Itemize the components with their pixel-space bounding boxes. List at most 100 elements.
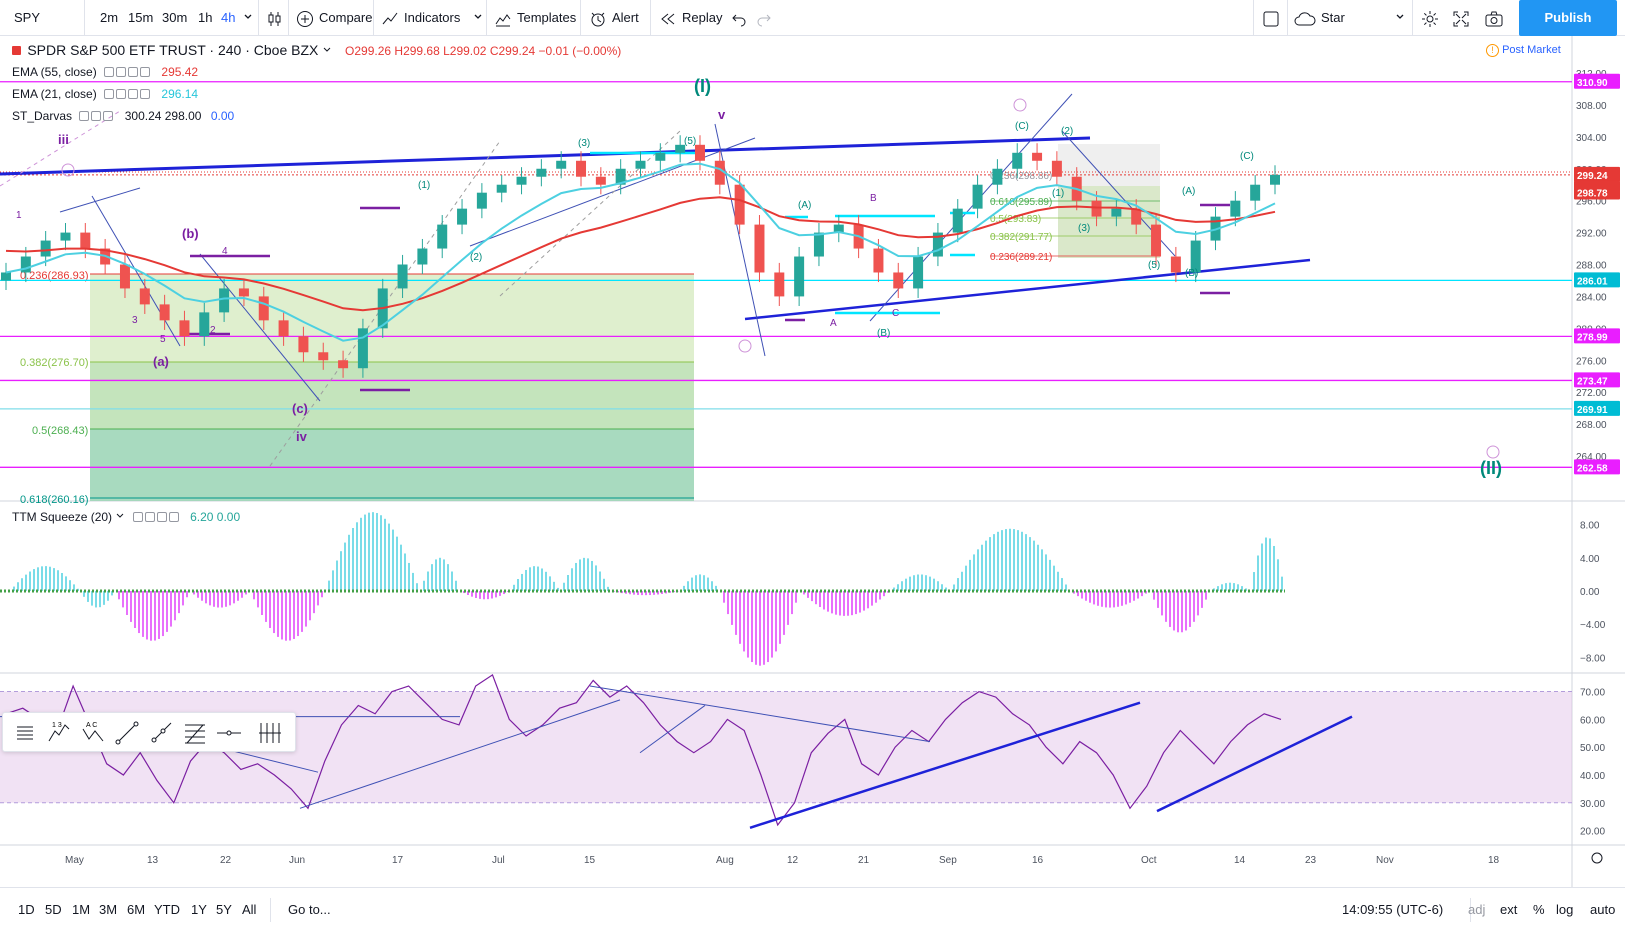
- rsi-tick: 20.00: [1580, 827, 1605, 838]
- percent-toggle[interactable]: %: [1533, 902, 1545, 917]
- range-1d[interactable]: 1D: [18, 902, 35, 917]
- squeeze-tick: 4.00: [1580, 554, 1600, 565]
- candle-body: [258, 296, 269, 321]
- settings-button[interactable]: [1420, 0, 1440, 36]
- top-toolbar: SPY 2m 15m 30m 1h 4h Compare Indicators …: [0, 0, 1625, 36]
- candle-body: [576, 160, 587, 177]
- candles-icon: [268, 11, 281, 26]
- timeframe-dropdown-icon[interactable]: [243, 0, 253, 36]
- range-all[interactable]: All: [242, 902, 257, 917]
- elliott-impulse-icon[interactable]: 1 3: [43, 717, 75, 749]
- wave-label-II: (II): [1480, 458, 1502, 478]
- candle-body: [833, 224, 844, 233]
- ray-icon[interactable]: [145, 717, 177, 749]
- candle-body: [1012, 152, 1023, 169]
- darvas-values: 300.24 298.00: [124, 109, 202, 123]
- candle-body: [318, 352, 329, 361]
- range-ytd[interactable]: YTD: [154, 902, 180, 917]
- timeframe-1h[interactable]: 1h: [198, 10, 213, 25]
- candle-body: [80, 232, 91, 249]
- compare-button[interactable]: Compare: [296, 0, 372, 36]
- squeeze-legend[interactable]: TTM Squeeze (20) 6.20 0.00: [12, 510, 240, 525]
- time-tick: Nov: [1376, 855, 1394, 866]
- indicators-button[interactable]: Indicators: [381, 0, 460, 36]
- symbol-search[interactable]: SPY: [14, 0, 40, 36]
- range-5d[interactable]: 5D: [45, 902, 62, 917]
- candle-body: [119, 264, 130, 289]
- legend-buttons[interactable]: [132, 511, 181, 525]
- chevron-down-icon[interactable]: [322, 45, 332, 55]
- candle-body: [1111, 208, 1122, 217]
- legend-buttons[interactable]: [104, 66, 152, 80]
- range-1y[interactable]: 1Y: [191, 902, 207, 917]
- timeframe-4h[interactable]: 4h: [221, 10, 236, 25]
- ema55-legend[interactable]: EMA (55, close) 295.42: [12, 65, 198, 80]
- timeframe-2m[interactable]: 2m: [100, 10, 119, 25]
- timeframe-30m[interactable]: 30m: [162, 10, 188, 25]
- chevron-down-icon[interactable]: [115, 511, 125, 521]
- chart-style-button[interactable]: [266, 0, 289, 36]
- cloud-save-button[interactable]: Star: [1294, 0, 1345, 36]
- toolbar-divider: [84, 0, 85, 36]
- range-3m[interactable]: 3M: [99, 902, 118, 917]
- ext-toggle[interactable]: ext: [1500, 902, 1518, 917]
- channel-line: [91, 195, 181, 347]
- ema21-line: [5, 162, 1276, 342]
- layout-button[interactable]: [1262, 0, 1280, 36]
- price-tick: 296.00: [1576, 197, 1607, 208]
- candle-body: [417, 248, 428, 265]
- candle-body: [813, 232, 824, 257]
- publish-button[interactable]: Publish: [1519, 0, 1617, 36]
- undo-button[interactable]: [731, 0, 747, 36]
- adj-toggle[interactable]: adj: [1468, 902, 1486, 917]
- squeeze-tick: −8.00: [1580, 653, 1606, 664]
- legend-buttons[interactable]: [79, 110, 115, 124]
- price-tag-label: 310.90: [1577, 78, 1608, 89]
- chart-area[interactable]: 0.236(286.93) 0.382(276.70) 0.5(268.43) 0.6…: [0, 36, 1625, 887]
- candle-body: [913, 256, 924, 289]
- range-6m[interactable]: 6M: [127, 902, 146, 917]
- trend-line-icon[interactable]: [111, 717, 143, 749]
- range-5y[interactable]: 5Y: [216, 902, 232, 917]
- alert-button[interactable]: Alert: [589, 0, 639, 36]
- timeframe-15m[interactable]: 15m: [128, 10, 154, 25]
- squeeze-tick: 0.00: [1580, 587, 1600, 598]
- horizontal-line-icon[interactable]: [213, 717, 245, 749]
- range-1m[interactable]: 1M: [72, 902, 91, 917]
- cloud-dropdown-icon[interactable]: [1395, 0, 1405, 36]
- price-tag: [1574, 459, 1620, 475]
- time-tick: 15: [584, 855, 596, 866]
- redo-button[interactable]: [756, 0, 772, 36]
- ema21-legend[interactable]: EMA (21, close) 296.14: [12, 87, 198, 102]
- templates-button[interactable]: Templates: [494, 0, 576, 36]
- price-tag: [1574, 166, 1620, 182]
- symbol-title: SPDR S&P 500 ETF TRUST · 240 · Cboe BZX: [27, 42, 319, 58]
- darvas-legend[interactable]: ST_Darvas 300.24 298.00 0.00: [12, 109, 234, 124]
- axis-settings-icon[interactable]: [1591, 852, 1603, 864]
- post-market-badge[interactable]: ! Post Market: [1486, 44, 1561, 57]
- chart-canvas[interactable]: 0.236(286.93) 0.382(276.70) 0.5(268.43) 0.6…: [0, 36, 1625, 887]
- elliott-correction-icon[interactable]: A C: [77, 717, 109, 749]
- fullscreen-button[interactable]: [1452, 0, 1470, 36]
- candle-body: [476, 192, 487, 209]
- auto-toggle[interactable]: auto: [1590, 902, 1616, 917]
- toolbar-divider: [1412, 0, 1413, 36]
- go-to-button[interactable]: Go to...: [288, 902, 331, 917]
- candle-body: [298, 336, 309, 353]
- compare-label: Compare: [319, 10, 373, 25]
- clock-label[interactable]: 14:09:55 (UTC-6): [1342, 902, 1444, 917]
- indicators-dropdown-icon[interactable]: [473, 0, 483, 36]
- rsi-trend: [749, 701, 1141, 829]
- date-range-icon[interactable]: [253, 717, 285, 749]
- fib-label: 0.236(286.93): [20, 270, 89, 282]
- drag-handle-icon[interactable]: [9, 717, 41, 749]
- legend-buttons[interactable]: [104, 88, 152, 102]
- snapshot-button[interactable]: [1484, 0, 1504, 36]
- time-tick: 14: [1234, 855, 1246, 866]
- trend-line: [744, 258, 1311, 321]
- wave-label-small: 1: [16, 210, 22, 221]
- fib-retracement-icon[interactable]: [179, 717, 211, 749]
- fib-label: 0.236(298.86): [990, 171, 1052, 182]
- log-toggle[interactable]: log: [1556, 902, 1574, 917]
- replay-button[interactable]: Replay: [659, 0, 722, 36]
